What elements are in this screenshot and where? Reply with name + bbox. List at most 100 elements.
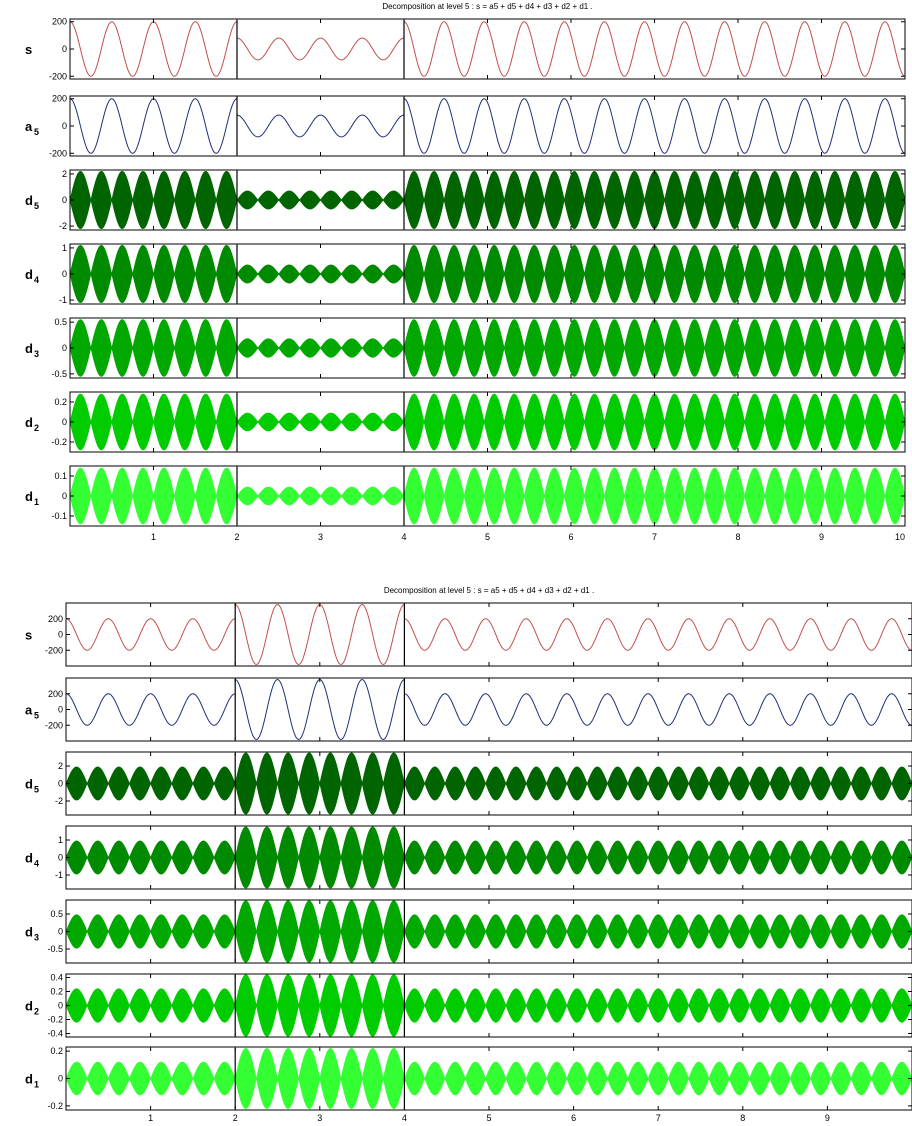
series-line (236, 37, 405, 61)
x-tick-label: 5 (485, 532, 490, 542)
y-tick-label: -2 (59, 221, 67, 231)
x-tick-label: 2 (234, 532, 239, 542)
y-tick-label: 200 (52, 17, 67, 27)
y-tick-label: 0 (62, 417, 67, 427)
x-tick-label: 7 (656, 1113, 661, 1123)
series-d3 (65, 900, 912, 963)
x-tick-label: 1 (148, 1113, 153, 1123)
y-tick-label: -0.2 (47, 1015, 63, 1025)
series-d1 (65, 1048, 912, 1109)
series-line (65, 693, 236, 726)
y-tick-label: 0.5 (50, 909, 63, 919)
x-tick-label: 10 (895, 532, 905, 542)
series-d5 (65, 752, 912, 815)
y-tick-label: 0.4 (50, 973, 63, 983)
row-label-subscript: 2 (34, 1007, 39, 1017)
row-label-subscript: 1 (34, 1080, 39, 1090)
subplot-d3: 0.5 0 -0.5 d 3 (25, 317, 906, 379)
y-tick-label: -0.4 (47, 1029, 63, 1039)
row-label-subscript: 4 (34, 859, 39, 869)
subplot-d2: 0.4 0.2 0 -0.2 -0.4 d 2 (25, 973, 912, 1039)
x-tick-label: 1 (151, 532, 156, 542)
series-line (404, 618, 912, 651)
series-line (236, 114, 405, 138)
y-tick-label: -1 (59, 295, 67, 305)
chart-title: Decomposition at level 5 : s = a5 + d5 +… (384, 586, 594, 595)
y-tick-label: 0 (62, 269, 67, 279)
row-label: d (25, 193, 33, 208)
chart-2: Decomposition at level 5 : s = a5 + d5 +… (25, 586, 912, 1123)
y-tick-label: 0 (62, 121, 67, 131)
y-tick-label: -0.5 (47, 944, 63, 954)
row-label-subscript: 5 (34, 127, 39, 137)
row-label-subscript: 5 (34, 201, 39, 211)
row-label: d (25, 341, 33, 356)
y-tick-label: 0.5 (54, 317, 67, 327)
y-tick-label: 2 (58, 761, 63, 771)
row-label-subscript: 5 (34, 785, 39, 795)
chart-title: Decomposition at level 5 : s = a5 + d5 +… (382, 2, 592, 11)
y-tick-label: 0 (62, 195, 67, 205)
y-tick-label: 0 (58, 853, 63, 863)
row-label: d (25, 851, 33, 866)
row-label-subscript: 3 (34, 349, 39, 359)
row-label: d (25, 267, 33, 282)
series-line (65, 618, 236, 651)
x-tick-label: 4 (402, 1113, 407, 1123)
y-tick-label: 0 (62, 491, 67, 501)
subplot-s: 200 0 -200 s (25, 602, 912, 667)
subplot-d5: 2 0 -2 d 5 (25, 751, 912, 816)
subplot-s: 200 0 -200 s (25, 17, 906, 81)
row-label-subscript: 4 (34, 275, 39, 285)
subplot-d2: 0.2 0 -0.2 d 2 (25, 391, 906, 453)
row-label: d (25, 489, 33, 504)
series-d2 (65, 974, 912, 1037)
y-tick-label: 0 (58, 779, 63, 789)
subplot-d4: 1 0 -1 d 4 (25, 825, 912, 890)
y-tick-label: -1 (55, 870, 63, 880)
y-tick-label: 0 (58, 1001, 63, 1011)
y-tick-label: 200 (48, 689, 63, 699)
x-tick-label: 9 (819, 532, 824, 542)
series-line (403, 21, 906, 77)
y-tick-label: 1 (62, 243, 67, 253)
row-label: a (25, 703, 33, 718)
x-tick-label: 8 (735, 532, 740, 542)
y-tick-label: -200 (49, 71, 67, 81)
y-tick-label: -200 (45, 645, 63, 655)
x-tick-label: 7 (652, 532, 657, 542)
y-tick-label: -0.5 (51, 369, 67, 379)
subplot-d5: 2 0 -2 d 5 (25, 169, 906, 231)
y-tick-label: 0 (58, 705, 63, 715)
series-d4 (65, 826, 912, 889)
y-tick-label: 0 (58, 630, 63, 640)
y-tick-label: 0.1 (54, 471, 67, 481)
y-tick-label: 0 (58, 1074, 63, 1084)
y-tick-label: 2 (62, 169, 67, 179)
subplot-d3: 0.5 0 -0.5 d 3 (25, 899, 912, 964)
row-label: d (25, 925, 33, 940)
chart-1: Decomposition at level 5 : s = a5 + d5 +… (25, 2, 906, 542)
y-tick-label: 0.2 (54, 397, 67, 407)
x-tick-label: 6 (568, 532, 573, 542)
row-label-subscript: 2 (34, 423, 39, 433)
subplot-d4: 1 0 -1 d 4 (25, 243, 906, 305)
y-tick-label: -2 (55, 796, 63, 806)
row-label: s (25, 628, 32, 643)
series-d2 (69, 393, 906, 451)
x-tick-label: 2 (233, 1113, 238, 1123)
row-label: d (25, 999, 33, 1014)
series-d5 (69, 170, 906, 230)
figure-root: Decomposition at level 5 : s = a5 + d5 +… (25, 2, 912, 1123)
row-label: d (25, 415, 33, 430)
row-label: a (25, 119, 33, 134)
x-tick-label: 4 (401, 532, 406, 542)
y-tick-label: 0 (62, 44, 67, 54)
y-tick-label: -0.2 (47, 1101, 63, 1111)
x-tick-label: 3 (317, 1113, 322, 1123)
row-label-subscript: 3 (34, 933, 39, 943)
x-tick-label: 9 (825, 1113, 830, 1123)
y-tick-label: 200 (52, 94, 67, 104)
